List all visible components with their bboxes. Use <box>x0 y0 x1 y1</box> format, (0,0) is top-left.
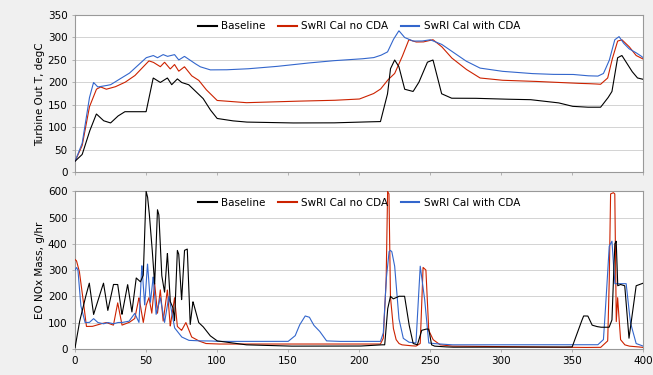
Legend: Baseline, SwRI Cal no CDA, SwRI Cal with CDA: Baseline, SwRI Cal no CDA, SwRI Cal with… <box>194 194 524 212</box>
Y-axis label: EO NOx Mass, g/hr: EO NOx Mass, g/hr <box>35 221 45 319</box>
Y-axis label: Turbine Out T, degC: Turbine Out T, degC <box>35 42 45 146</box>
Legend: Baseline, SwRI Cal no CDA, SwRI Cal with CDA: Baseline, SwRI Cal no CDA, SwRI Cal with… <box>194 17 524 35</box>
